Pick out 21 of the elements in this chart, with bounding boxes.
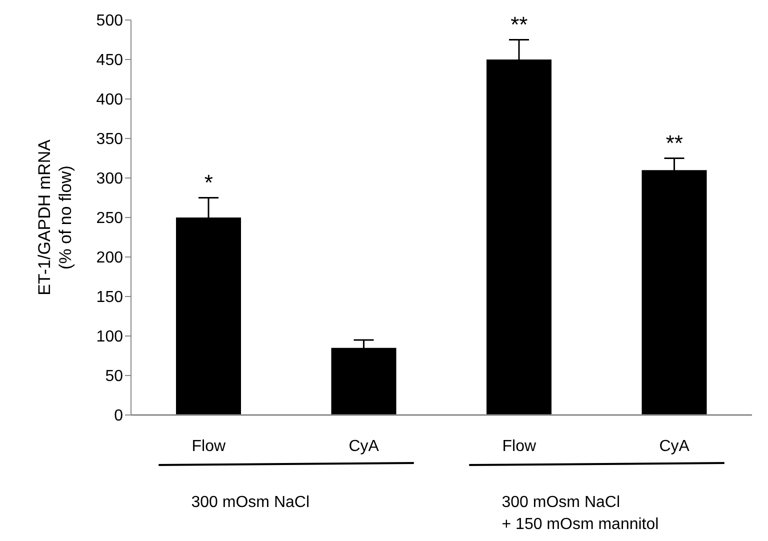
text: 300 mOsm NaCl	[191, 494, 310, 511]
y-tick-label: 100	[96, 328, 124, 346]
x-tick-label: CyA	[659, 438, 690, 455]
data-label: *	[204, 170, 214, 195]
y-tick-label: 0	[114, 408, 124, 425]
y-tick-label: 300	[96, 170, 124, 188]
text: 300 mOsm NaCl + 150 mOsm mannitol	[502, 494, 659, 533]
y-tick-label: 250	[96, 210, 124, 228]
y-tick-label: 200	[96, 250, 124, 267]
y-tick-label: 150	[96, 289, 124, 306]
y-axis-title: ET-1/GAPDH mRNA (% of no flow)	[35, 138, 75, 296]
x-tick-label: CyA	[348, 438, 380, 455]
data-label: **	[510, 12, 528, 37]
data-label: **	[666, 130, 684, 156]
x-tick-label: Flow	[502, 438, 536, 455]
y-tick-label: 350	[96, 131, 124, 148]
y-tick-label: 50	[105, 368, 124, 386]
y-tick-label: 450	[96, 52, 124, 70]
y-tick-label: 400	[96, 92, 124, 109]
x-tick-label: Flow	[192, 438, 226, 455]
y-tick-label: 500	[96, 12, 124, 30]
